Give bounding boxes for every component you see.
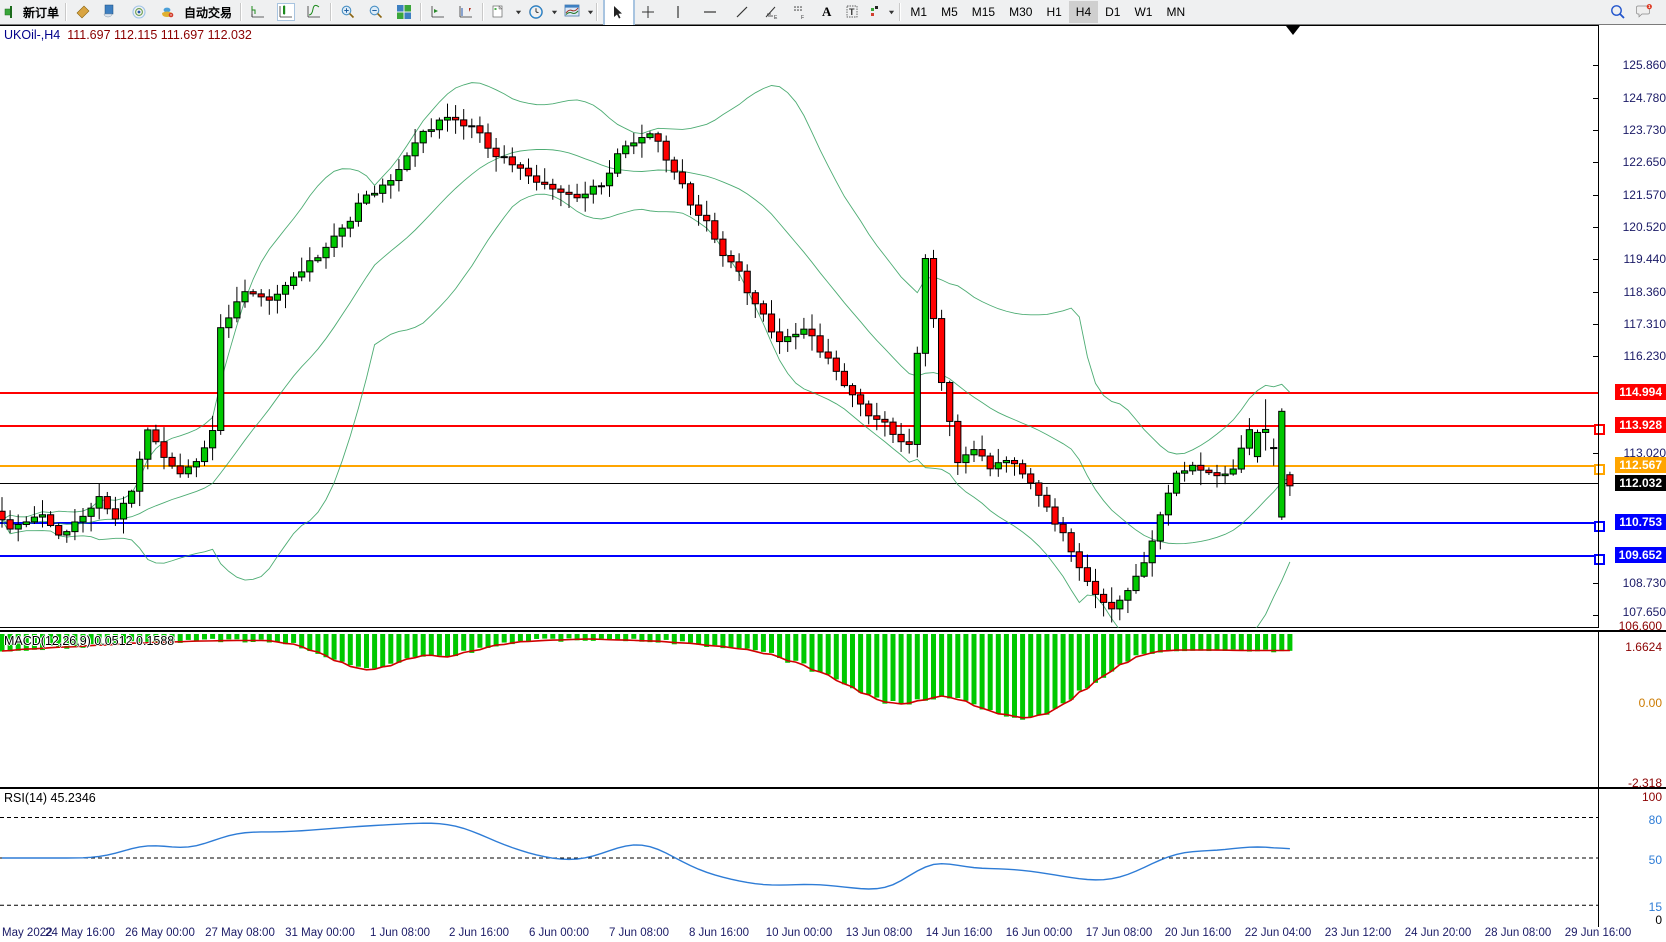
svg-text:F: F	[801, 15, 804, 20]
svg-text:T: T	[849, 7, 855, 17]
svg-text:E: E	[774, 15, 778, 20]
